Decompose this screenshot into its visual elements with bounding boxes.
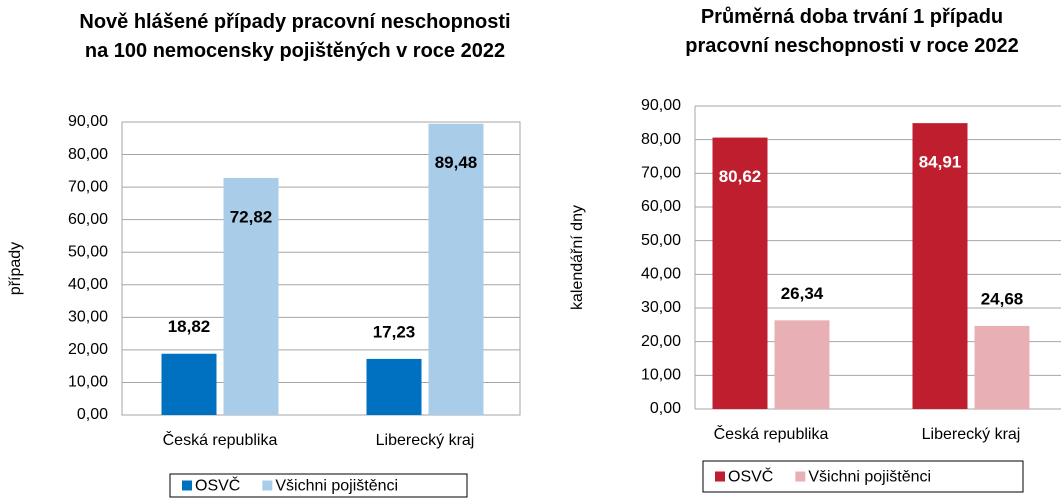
y-tick-label: 20,00 (68, 341, 108, 358)
bar (161, 353, 217, 415)
legend-label: OSVČ (728, 467, 773, 486)
y-tick-label: 30,00 (68, 309, 108, 326)
y-tick-label: 40,00 (68, 276, 108, 293)
bar (912, 123, 968, 410)
y-tick-label: 10,00 (68, 374, 108, 391)
y-tick-label: 10,00 (641, 367, 681, 384)
data-label: 26,34 (781, 284, 824, 303)
y-tick-label: 50,00 (68, 243, 108, 260)
legend-swatch (262, 480, 273, 491)
legend-label: Všichni pojištěnci (275, 478, 398, 495)
bar (428, 123, 484, 416)
bar (712, 137, 768, 409)
y-tick-label: 90,00 (68, 113, 108, 130)
y-tick-label: 90,00 (641, 97, 681, 114)
x-tick-label: Česká republika (714, 424, 829, 443)
y-tick-label: 40,00 (641, 266, 681, 283)
plot-border (121, 121, 521, 416)
y-tick-label: 30,00 (641, 299, 681, 316)
data-label: 72,82 (230, 207, 273, 226)
bar (774, 320, 830, 409)
data-label: 18,82 (168, 317, 211, 336)
legend-swatch (715, 471, 725, 482)
y-tick-label: 70,00 (641, 165, 681, 182)
legend-box (702, 460, 1024, 493)
bar (223, 177, 279, 415)
y-axis-label: případy (7, 242, 24, 295)
data-label: 17,23 (373, 322, 416, 341)
y-tick-label: 0,00 (650, 400, 681, 417)
chart-title: Nově hlášené případy pracovní neschopnos… (79, 11, 511, 62)
y-tick-label: 0,00 (77, 406, 108, 423)
bar (366, 358, 422, 415)
x-tick-label: Liberecký kraj (376, 432, 475, 449)
data-label: 24,68 (981, 289, 1024, 308)
y-tick-label: 60,00 (641, 198, 681, 215)
bar (974, 325, 1030, 409)
x-tick-label: Liberecký kraj (922, 426, 1021, 443)
y-tick-label: 50,00 (641, 232, 681, 249)
y-tick-label: 60,00 (68, 211, 108, 228)
chart-title: Průměrná doba trvání 1 případu pracovní … (685, 6, 1019, 57)
y-tick-label: 80,00 (68, 146, 108, 163)
legend-label: OSVČ (195, 476, 240, 495)
y-tick-label: 20,00 (641, 333, 681, 350)
data-label: 89,48 (435, 153, 478, 172)
legend-swatch (182, 480, 192, 491)
y-tick-label: 70,00 (68, 178, 108, 195)
legend-swatch (795, 471, 806, 482)
y-tick-label: 80,00 (641, 131, 681, 148)
x-tick-label: Česká republika (163, 430, 278, 449)
legend-box (169, 473, 468, 498)
y-axis-label: kalendářní dny (569, 205, 586, 310)
data-label: 80,62 (719, 167, 762, 186)
data-label: 84,91 (919, 153, 962, 172)
legend-label: Všichni pojištěnci (808, 469, 931, 486)
